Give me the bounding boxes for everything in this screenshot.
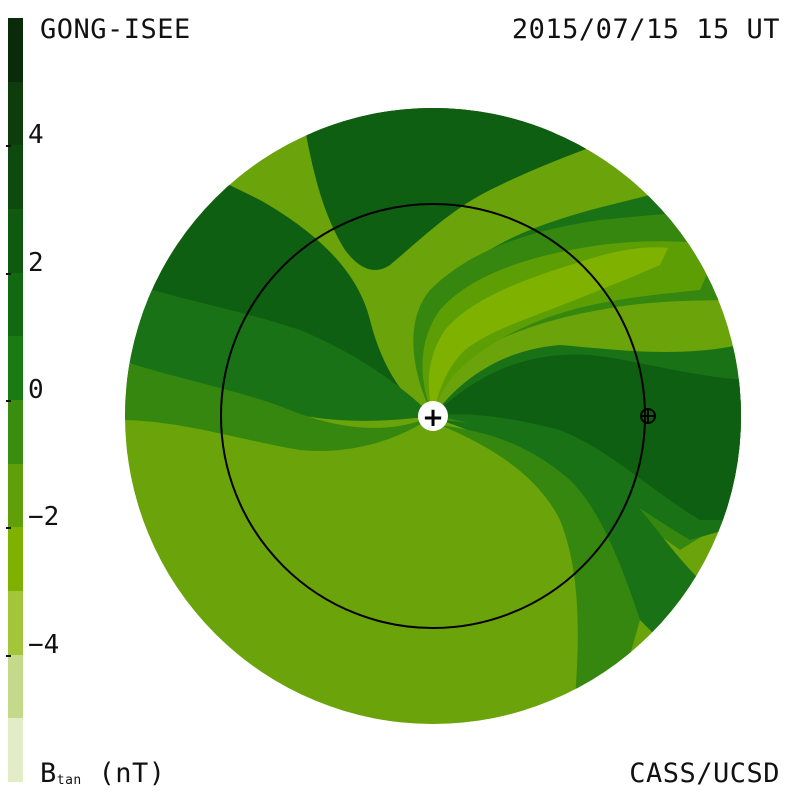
credit-label: CASS/UCSD — [629, 758, 780, 789]
colorbar-segment — [8, 18, 23, 82]
colorbar-segment — [8, 399, 23, 464]
colorbar-tick-label: 2 — [28, 248, 44, 278]
colorbar-segment — [8, 654, 23, 719]
contour-band — [300, 108, 640, 270]
colorbar-tick-mark — [6, 273, 11, 275]
colorbar-tick-mark — [6, 527, 11, 529]
colorbar-segment — [8, 336, 23, 400]
contour-band — [440, 420, 700, 640]
contour-band — [440, 425, 640, 700]
colorbar-tick-mark — [6, 400, 11, 402]
colorbar-segment — [8, 463, 23, 528]
colorbar-segment — [8, 718, 23, 782]
quantity-unit: (nT) — [81, 758, 166, 789]
sun-symbol: + — [422, 403, 444, 433]
colorbar-segment — [8, 208, 23, 273]
colorbar-tick-label: 4 — [28, 120, 44, 150]
colorbar-segment — [8, 272, 23, 337]
colorbar-segment — [8, 590, 23, 655]
contour-band — [433, 354, 741, 520]
colorbar — [8, 18, 23, 782]
contour-band — [125, 360, 433, 451]
contour-band — [428, 247, 668, 416]
sun-marker: + — [418, 401, 448, 433]
colorbar-tick-label: −2 — [28, 502, 60, 532]
contour-band — [422, 241, 720, 416]
earth-marker — [640, 408, 656, 424]
colorbar-segment — [8, 81, 23, 146]
source-label: GONG-ISEE — [40, 14, 191, 45]
colorbar-tick-label: −4 — [28, 630, 60, 660]
colorbar-tick-mark — [6, 145, 11, 147]
quantity-label: Btan (nT) — [40, 758, 166, 789]
colorbar-segment — [8, 145, 23, 209]
quantity-symbol: B — [40, 758, 57, 789]
quantity-subscript: tan — [56, 773, 82, 788]
colorbar-tick-label: 0 — [28, 375, 44, 405]
colorbar-segment — [8, 527, 23, 591]
colorbar-tick-mark — [6, 655, 11, 657]
datetime-label: 2015/07/15 15 UT — [511, 14, 780, 45]
